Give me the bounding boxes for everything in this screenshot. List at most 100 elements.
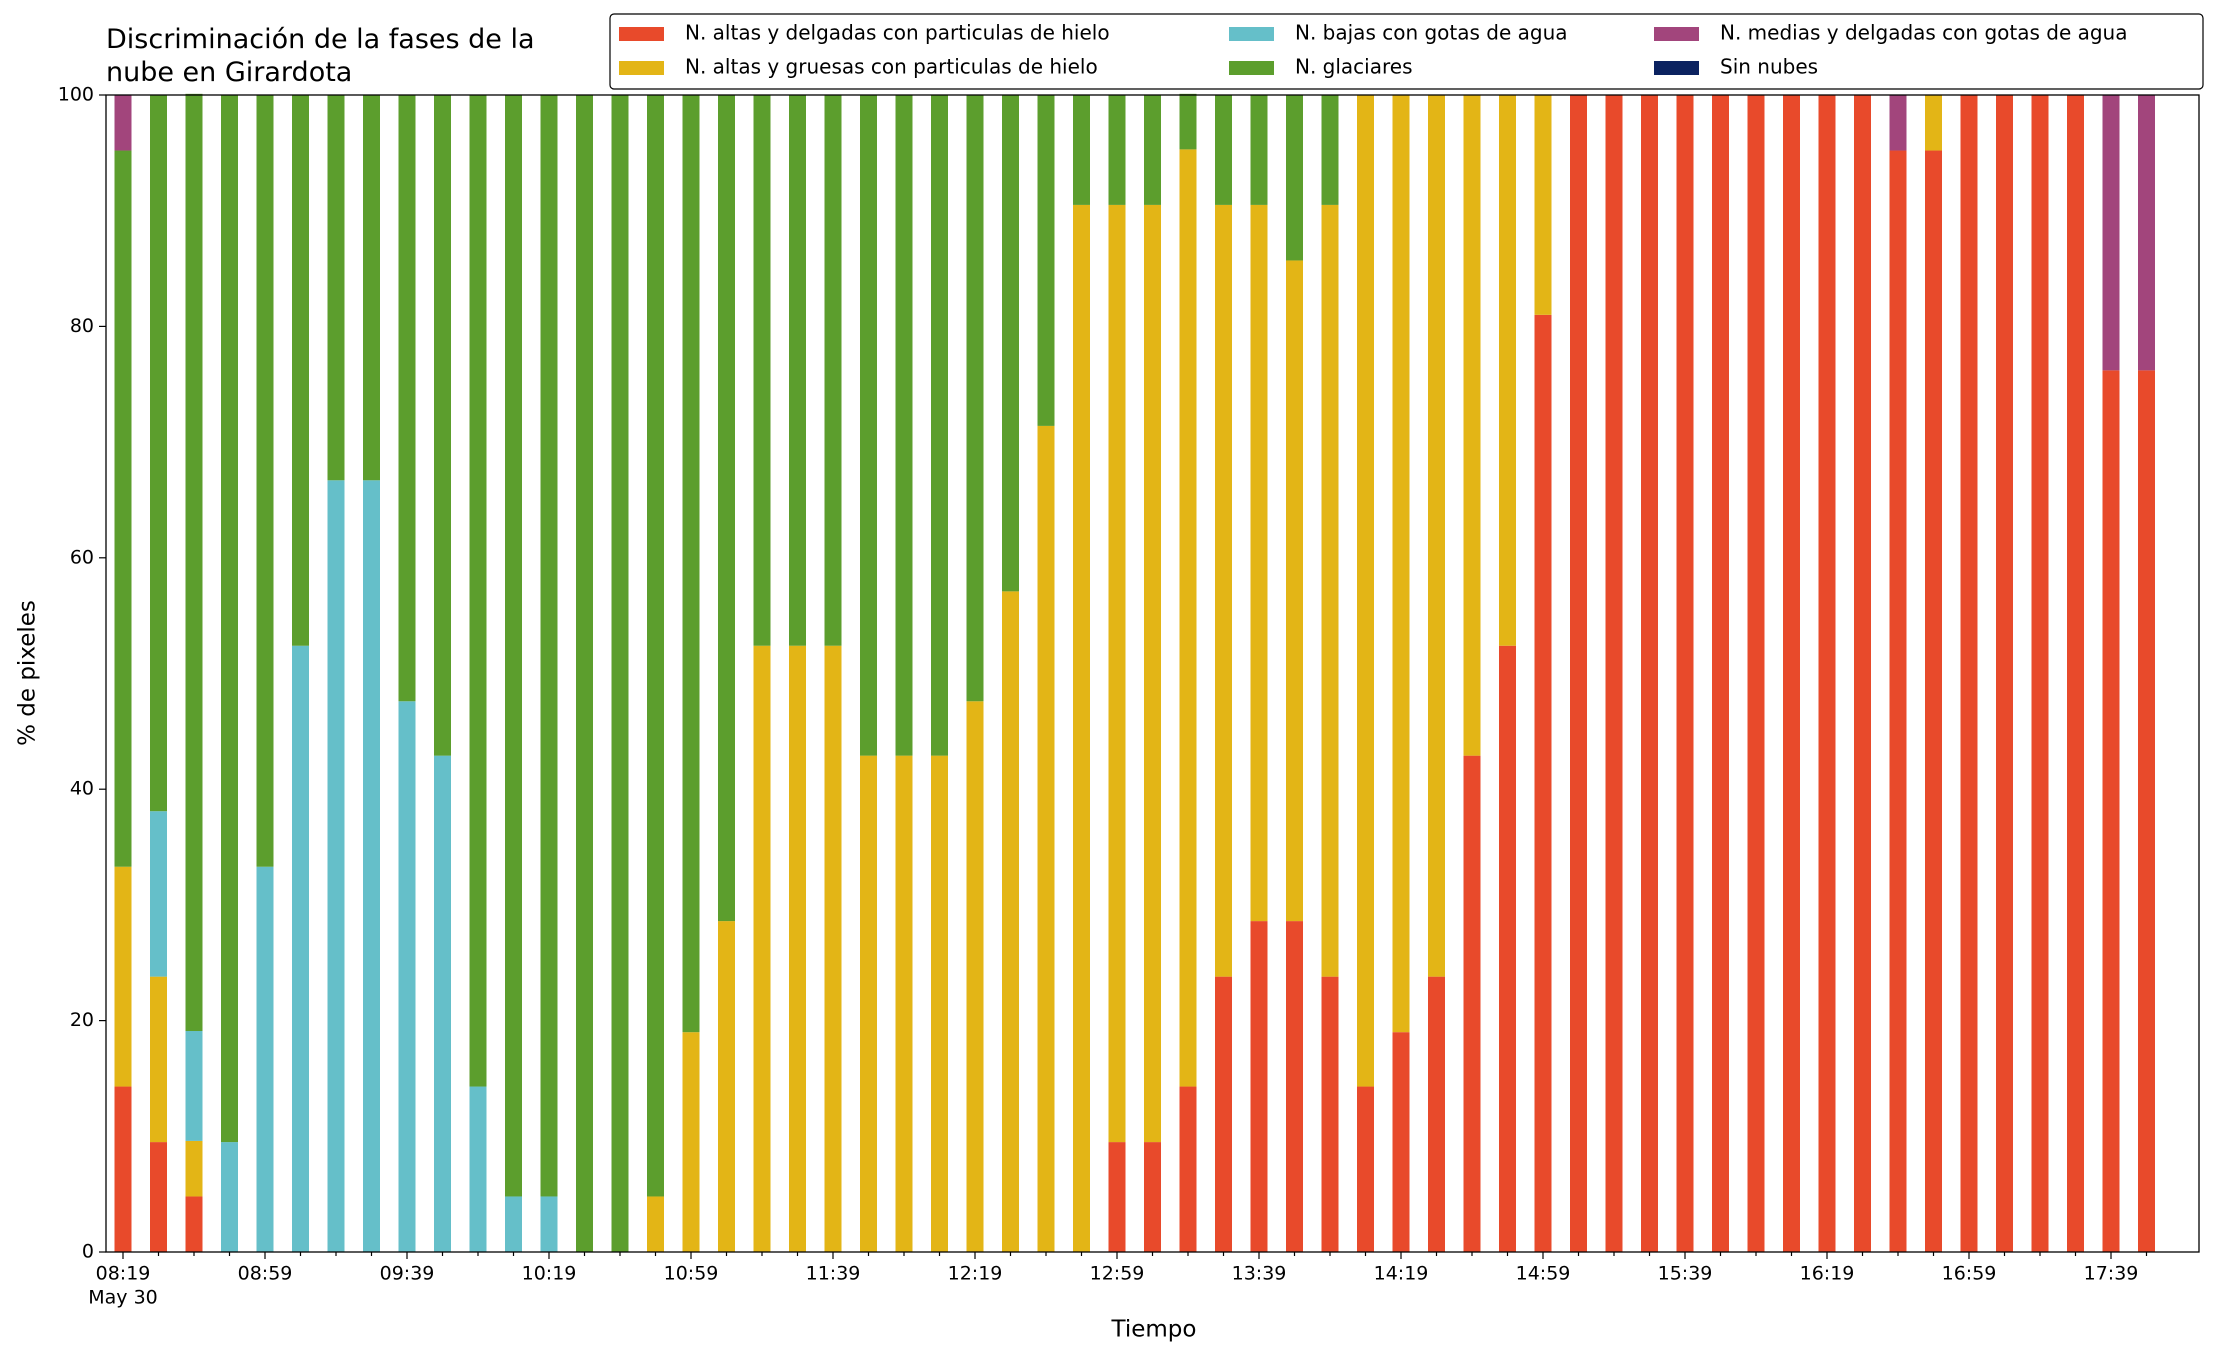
y-tick-label: 100 [58, 84, 94, 106]
bar-segment [1534, 95, 1552, 315]
bar-segment [185, 1031, 203, 1141]
bar-segment [1321, 95, 1339, 205]
x-tick-label: 17:39 [2084, 1263, 2139, 1285]
bar-segment [327, 95, 345, 481]
legend-label: N. altas y gruesas con particulas de hie… [685, 55, 1098, 79]
bar-segment [1463, 755, 1481, 1252]
bar-segment [540, 1196, 558, 1252]
bar-segment [1357, 95, 1374, 1087]
bar-segment [1144, 204, 1161, 1143]
bar-segment [647, 1196, 664, 1252]
bar-segment [682, 1032, 700, 1252]
bar-segment [2067, 95, 2084, 1252]
bar-segment [1783, 95, 1800, 1252]
bar-segment [114, 150, 132, 867]
bar-segment [185, 1140, 203, 1197]
bar-segment [1428, 976, 1445, 1252]
bar-segment [2102, 370, 2120, 1253]
bar-segment [1996, 95, 2013, 1252]
bar-segment [185, 1196, 203, 1252]
bar-segment [931, 95, 948, 756]
bar-segment [966, 701, 984, 1252]
x-tick-label: 09:39 [380, 1263, 435, 1285]
bar-segment [1712, 95, 1729, 1252]
bar-segment [789, 645, 806, 1252]
x-tick-label: 16:59 [1942, 1263, 1997, 1285]
bar-segment [789, 95, 806, 646]
x-tick-label: 14:59 [1516, 1263, 1571, 1285]
bar-segment [1321, 204, 1339, 977]
y-axis-label: % de pixeles [15, 600, 41, 746]
bar-segment [860, 95, 877, 756]
x-tick-label: 08:59 [238, 1263, 293, 1285]
title-line: Discriminación de la fases de la [106, 24, 535, 55]
bar-segment [1037, 95, 1055, 426]
legend-label: N. bajas con gotas de agua [1295, 21, 1568, 45]
bar-segment [150, 1142, 167, 1252]
bar-segment [1534, 314, 1552, 1253]
bar-segment [1179, 1086, 1197, 1252]
bar-segment [1357, 1086, 1374, 1252]
bar-segment [1179, 149, 1197, 1087]
bar-segment [150, 95, 167, 812]
bar-segment [469, 95, 487, 1087]
bar-segment [2031, 95, 2049, 1252]
y-tick-label: 80 [70, 315, 94, 337]
bar-segment [1250, 204, 1268, 922]
bar-segment [966, 95, 984, 702]
bar-segment [1144, 95, 1161, 205]
bar-segment [1073, 204, 1090, 1252]
y-tick-label: 20 [70, 1009, 94, 1031]
plot-frame [105, 94, 2200, 1253]
bar-segment [505, 95, 522, 1197]
bar-segment [753, 95, 771, 646]
bar-segment [150, 811, 167, 977]
bar-segment [647, 95, 664, 1197]
bar-segment [292, 645, 309, 1252]
x-tick-label: 15:39 [1658, 1263, 1713, 1285]
x-tick-label: 12:59 [1090, 1263, 1145, 1285]
bar-segment [363, 480, 380, 1252]
bar-segment [1570, 95, 1587, 1252]
bar-segment [1747, 95, 1765, 1252]
bar-segment [1818, 95, 1836, 1252]
bar-segment [1960, 95, 1978, 1252]
bar-segment [1002, 95, 1019, 592]
bar-segment [150, 976, 167, 1143]
bar-segment [1925, 150, 1942, 1252]
bar-segment [2138, 95, 2155, 371]
bar-segment [1250, 95, 1268, 205]
bar-segment [114, 95, 132, 151]
legend-swatch [1229, 27, 1274, 41]
bar-segment [114, 1086, 132, 1252]
x-axis-label: Tiempo [1111, 1317, 1197, 1343]
chart-title: Discriminación de la fases de la nube en … [106, 24, 535, 88]
bar-segment [1889, 95, 1907, 151]
x-tick-label: 14:19 [1374, 1263, 1429, 1285]
bar-segment [505, 1196, 522, 1252]
x-tick-label: 11:39 [806, 1263, 861, 1285]
bar-segment [753, 645, 771, 1252]
legend-swatch [1654, 61, 1699, 75]
bar-segment [1463, 95, 1481, 756]
title-line: nube en Girardota [106, 57, 352, 88]
y-tick-label: 40 [70, 778, 94, 800]
bar-segment [221, 95, 238, 1143]
bar-segment [1179, 93, 1197, 150]
bar-segment [1144, 1142, 1161, 1252]
bar-segment [895, 755, 913, 1252]
bar-segment [1286, 260, 1303, 922]
x-tick-label: 12:19 [948, 1263, 1003, 1285]
bar-segment [292, 95, 309, 646]
bar-segment [1641, 95, 1658, 1252]
legend-label: N. medias y delgadas con gotas de agua [1720, 21, 2128, 45]
bar-segment [1605, 95, 1623, 1252]
date-label: May 30 [88, 1287, 158, 1309]
legend-swatch [619, 27, 664, 41]
bar-segment [363, 95, 380, 481]
bar-segment [860, 755, 877, 1252]
bar-segment [1321, 976, 1339, 1252]
bar-segment [2138, 370, 2155, 1253]
legend-label: Sin nubes [1720, 55, 1818, 79]
